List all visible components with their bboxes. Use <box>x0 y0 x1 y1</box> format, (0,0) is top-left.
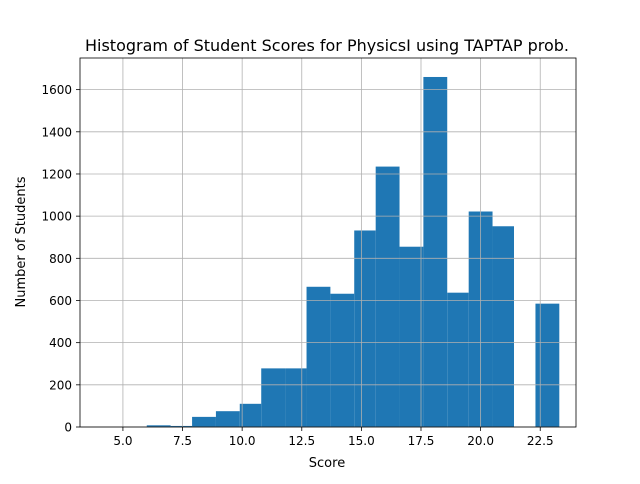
histogram-bar <box>492 226 514 427</box>
axes <box>79 57 577 428</box>
histogram-bar <box>423 76 448 427</box>
histogram-bar <box>170 425 193 427</box>
x-tick-label: 12.5 <box>288 434 315 448</box>
y-tick-label: 1600 <box>41 83 72 97</box>
histogram-bar <box>146 425 171 427</box>
x-tick-label: 17.5 <box>408 434 435 448</box>
y-tick-label: 1200 <box>41 167 72 181</box>
x-axis-label: Score <box>309 456 345 471</box>
x-tick-label: 20.0 <box>467 434 494 448</box>
y-tick-label: 800 <box>49 252 72 266</box>
y-tick-label: 1400 <box>41 125 72 139</box>
histogram-bar <box>239 403 262 427</box>
y-axis-label: Number of Students <box>14 176 29 307</box>
y-tick-label: 400 <box>49 336 72 350</box>
histogram-bar <box>330 293 355 427</box>
histogram-bars <box>146 76 560 427</box>
histogram-bar <box>447 292 469 427</box>
x-tick-label: 7.5 <box>173 434 192 448</box>
x-tick-label: 10.0 <box>229 434 256 448</box>
y-axis-ticks: 0 200 400 600 800 1000 1200 1400 1600 <box>41 83 80 435</box>
histogram-bar <box>375 166 400 427</box>
histogram-bar <box>285 368 307 427</box>
chart-title: Histogram of Student Scores for PhysicsI… <box>85 36 569 55</box>
x-tick-label: 15.0 <box>348 434 375 448</box>
histogram-bar <box>215 411 240 427</box>
y-tick-label: 0 <box>64 421 72 435</box>
grid-lines <box>80 58 576 428</box>
x-tick-label: 22.5 <box>527 434 554 448</box>
plot-frame <box>79 57 577 428</box>
histogram-bar <box>354 230 376 427</box>
histogram-bar <box>399 246 424 427</box>
y-tick-label: 1000 <box>41 210 72 224</box>
histogram-bar <box>306 286 331 427</box>
y-tick-label: 200 <box>49 378 72 392</box>
x-axis-ticks: 5.0 7.5 10.0 12.5 15.0 17.5 20.0 22.5 <box>113 427 554 448</box>
y-tick-label: 600 <box>49 294 72 308</box>
histogram-bar <box>535 303 560 427</box>
x-tick-label: 5.0 <box>113 434 132 448</box>
histogram-bar <box>261 368 286 427</box>
histogram-bar <box>192 416 216 427</box>
